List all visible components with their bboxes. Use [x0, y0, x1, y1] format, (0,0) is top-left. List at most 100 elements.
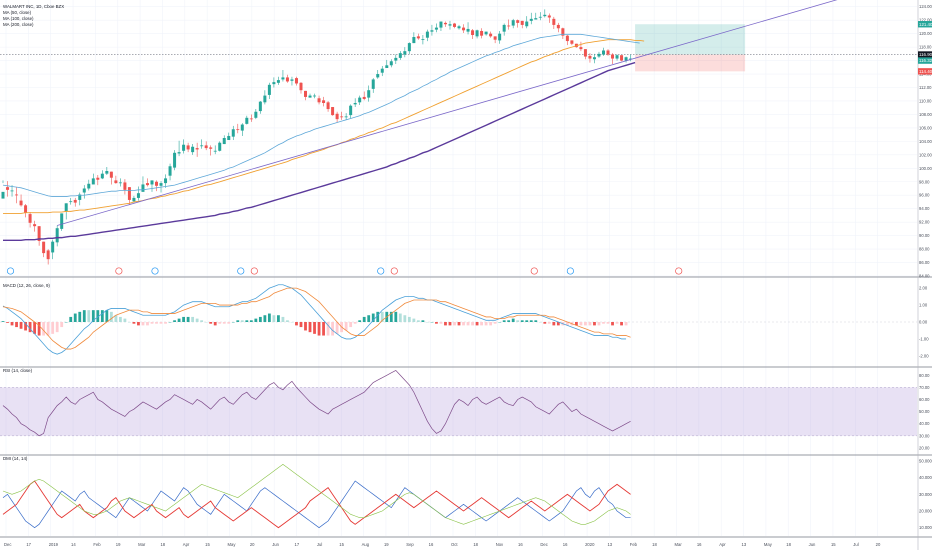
candle[interactable]	[173, 150, 177, 171]
candle[interactable]	[394, 54, 398, 64]
candle[interactable]	[466, 22, 470, 35]
candle[interactable]	[186, 142, 190, 153]
candle[interactable]	[620, 55, 624, 62]
event-marker[interactable]	[675, 267, 683, 275]
candle[interactable]	[344, 113, 348, 120]
candle[interactable]	[145, 178, 149, 187]
candle[interactable]	[597, 51, 601, 58]
candle[interactable]	[177, 140, 181, 157]
candle[interactable]	[42, 241, 46, 258]
candle[interactable]	[611, 53, 615, 64]
candle[interactable]	[443, 21, 447, 27]
event-marker[interactable]	[6, 267, 15, 275]
rsi-pane[interactable]	[0, 369, 917, 437]
candle[interactable]	[322, 96, 326, 107]
candle[interactable]	[349, 104, 353, 119]
candle[interactable]	[60, 213, 64, 231]
candle[interactable]	[155, 180, 159, 192]
candle[interactable]	[480, 28, 484, 39]
candle[interactable]	[299, 82, 303, 94]
candle[interactable]	[416, 33, 420, 40]
event-marker[interactable]	[115, 267, 123, 275]
candle[interactable]	[69, 197, 73, 205]
candle[interactable]	[475, 29, 479, 39]
event-marker[interactable]	[390, 267, 398, 275]
candle[interactable]	[498, 30, 502, 44]
candle[interactable]	[182, 139, 186, 154]
candle[interactable]	[51, 239, 55, 260]
candle[interactable]	[552, 16, 556, 29]
candle[interactable]	[218, 141, 222, 152]
candle[interactable]	[200, 139, 204, 149]
candle[interactable]	[412, 32, 416, 44]
candle[interactable]	[556, 22, 560, 33]
candle[interactable]	[263, 90, 267, 105]
candle[interactable]	[543, 9, 547, 18]
candle[interactable]	[570, 40, 574, 46]
candle[interactable]	[326, 100, 330, 112]
candle[interactable]	[538, 12, 542, 21]
event-marker[interactable]	[250, 267, 258, 275]
candle[interactable]	[82, 185, 86, 199]
candle[interactable]	[561, 27, 565, 40]
candle[interactable]	[380, 65, 384, 77]
candle[interactable]	[267, 82, 271, 99]
candle[interactable]	[629, 54, 633, 62]
candle[interactable]	[525, 16, 529, 29]
candle[interactable]	[222, 135, 226, 145]
candle[interactable]	[24, 203, 28, 218]
candle[interactable]	[290, 76, 294, 86]
candle[interactable]	[100, 170, 104, 180]
candle[interactable]	[258, 100, 262, 114]
candle[interactable]	[281, 70, 285, 82]
candle[interactable]	[448, 20, 452, 30]
candle[interactable]	[588, 53, 592, 63]
event-markers[interactable]	[6, 267, 683, 275]
candle[interactable]	[150, 180, 154, 192]
candle[interactable]	[195, 142, 199, 157]
macd-pane[interactable]	[0, 284, 917, 355]
candle[interactable]	[33, 220, 37, 232]
candle[interactable]	[534, 12, 538, 20]
dmi-pane[interactable]	[2, 463, 631, 529]
candle[interactable]	[434, 23, 438, 33]
candle[interactable]	[109, 171, 113, 185]
candle[interactable]	[245, 115, 249, 125]
candle[interactable]	[118, 178, 122, 187]
candle[interactable]	[127, 187, 131, 205]
candle[interactable]	[457, 24, 461, 30]
candle[interactable]	[592, 53, 596, 64]
candle[interactable]	[421, 35, 425, 45]
candle[interactable]	[213, 145, 217, 155]
target-zone[interactable]	[635, 24, 746, 55]
candle[interactable]	[371, 78, 375, 93]
candle[interactable]	[367, 85, 371, 102]
candle[interactable]	[114, 175, 118, 184]
candle[interactable]	[19, 194, 23, 207]
candle[interactable]	[547, 13, 551, 23]
candle[interactable]	[511, 18, 515, 29]
candle[interactable]	[73, 197, 77, 207]
candle[interactable]	[453, 22, 456, 29]
candle[interactable]	[168, 163, 172, 181]
candle[interactable]	[231, 125, 235, 141]
candle[interactable]	[28, 212, 32, 228]
candle[interactable]	[398, 51, 402, 60]
candle[interactable]	[340, 111, 344, 120]
price-pane[interactable]	[0, 0, 917, 265]
candle[interactable]	[484, 31, 488, 36]
candle[interactable]	[204, 141, 208, 151]
candle[interactable]	[96, 175, 100, 186]
candle[interactable]	[389, 59, 393, 68]
candle[interactable]	[276, 76, 280, 85]
candle[interactable]	[254, 109, 258, 120]
candle[interactable]	[376, 70, 380, 79]
candle[interactable]	[403, 47, 407, 58]
candle[interactable]	[335, 111, 339, 123]
candle[interactable]	[579, 41, 583, 52]
candle[interactable]	[358, 95, 362, 106]
candle[interactable]	[164, 174, 168, 188]
candle[interactable]	[565, 35, 569, 46]
candle[interactable]	[615, 54, 619, 61]
event-marker[interactable]	[377, 267, 385, 275]
